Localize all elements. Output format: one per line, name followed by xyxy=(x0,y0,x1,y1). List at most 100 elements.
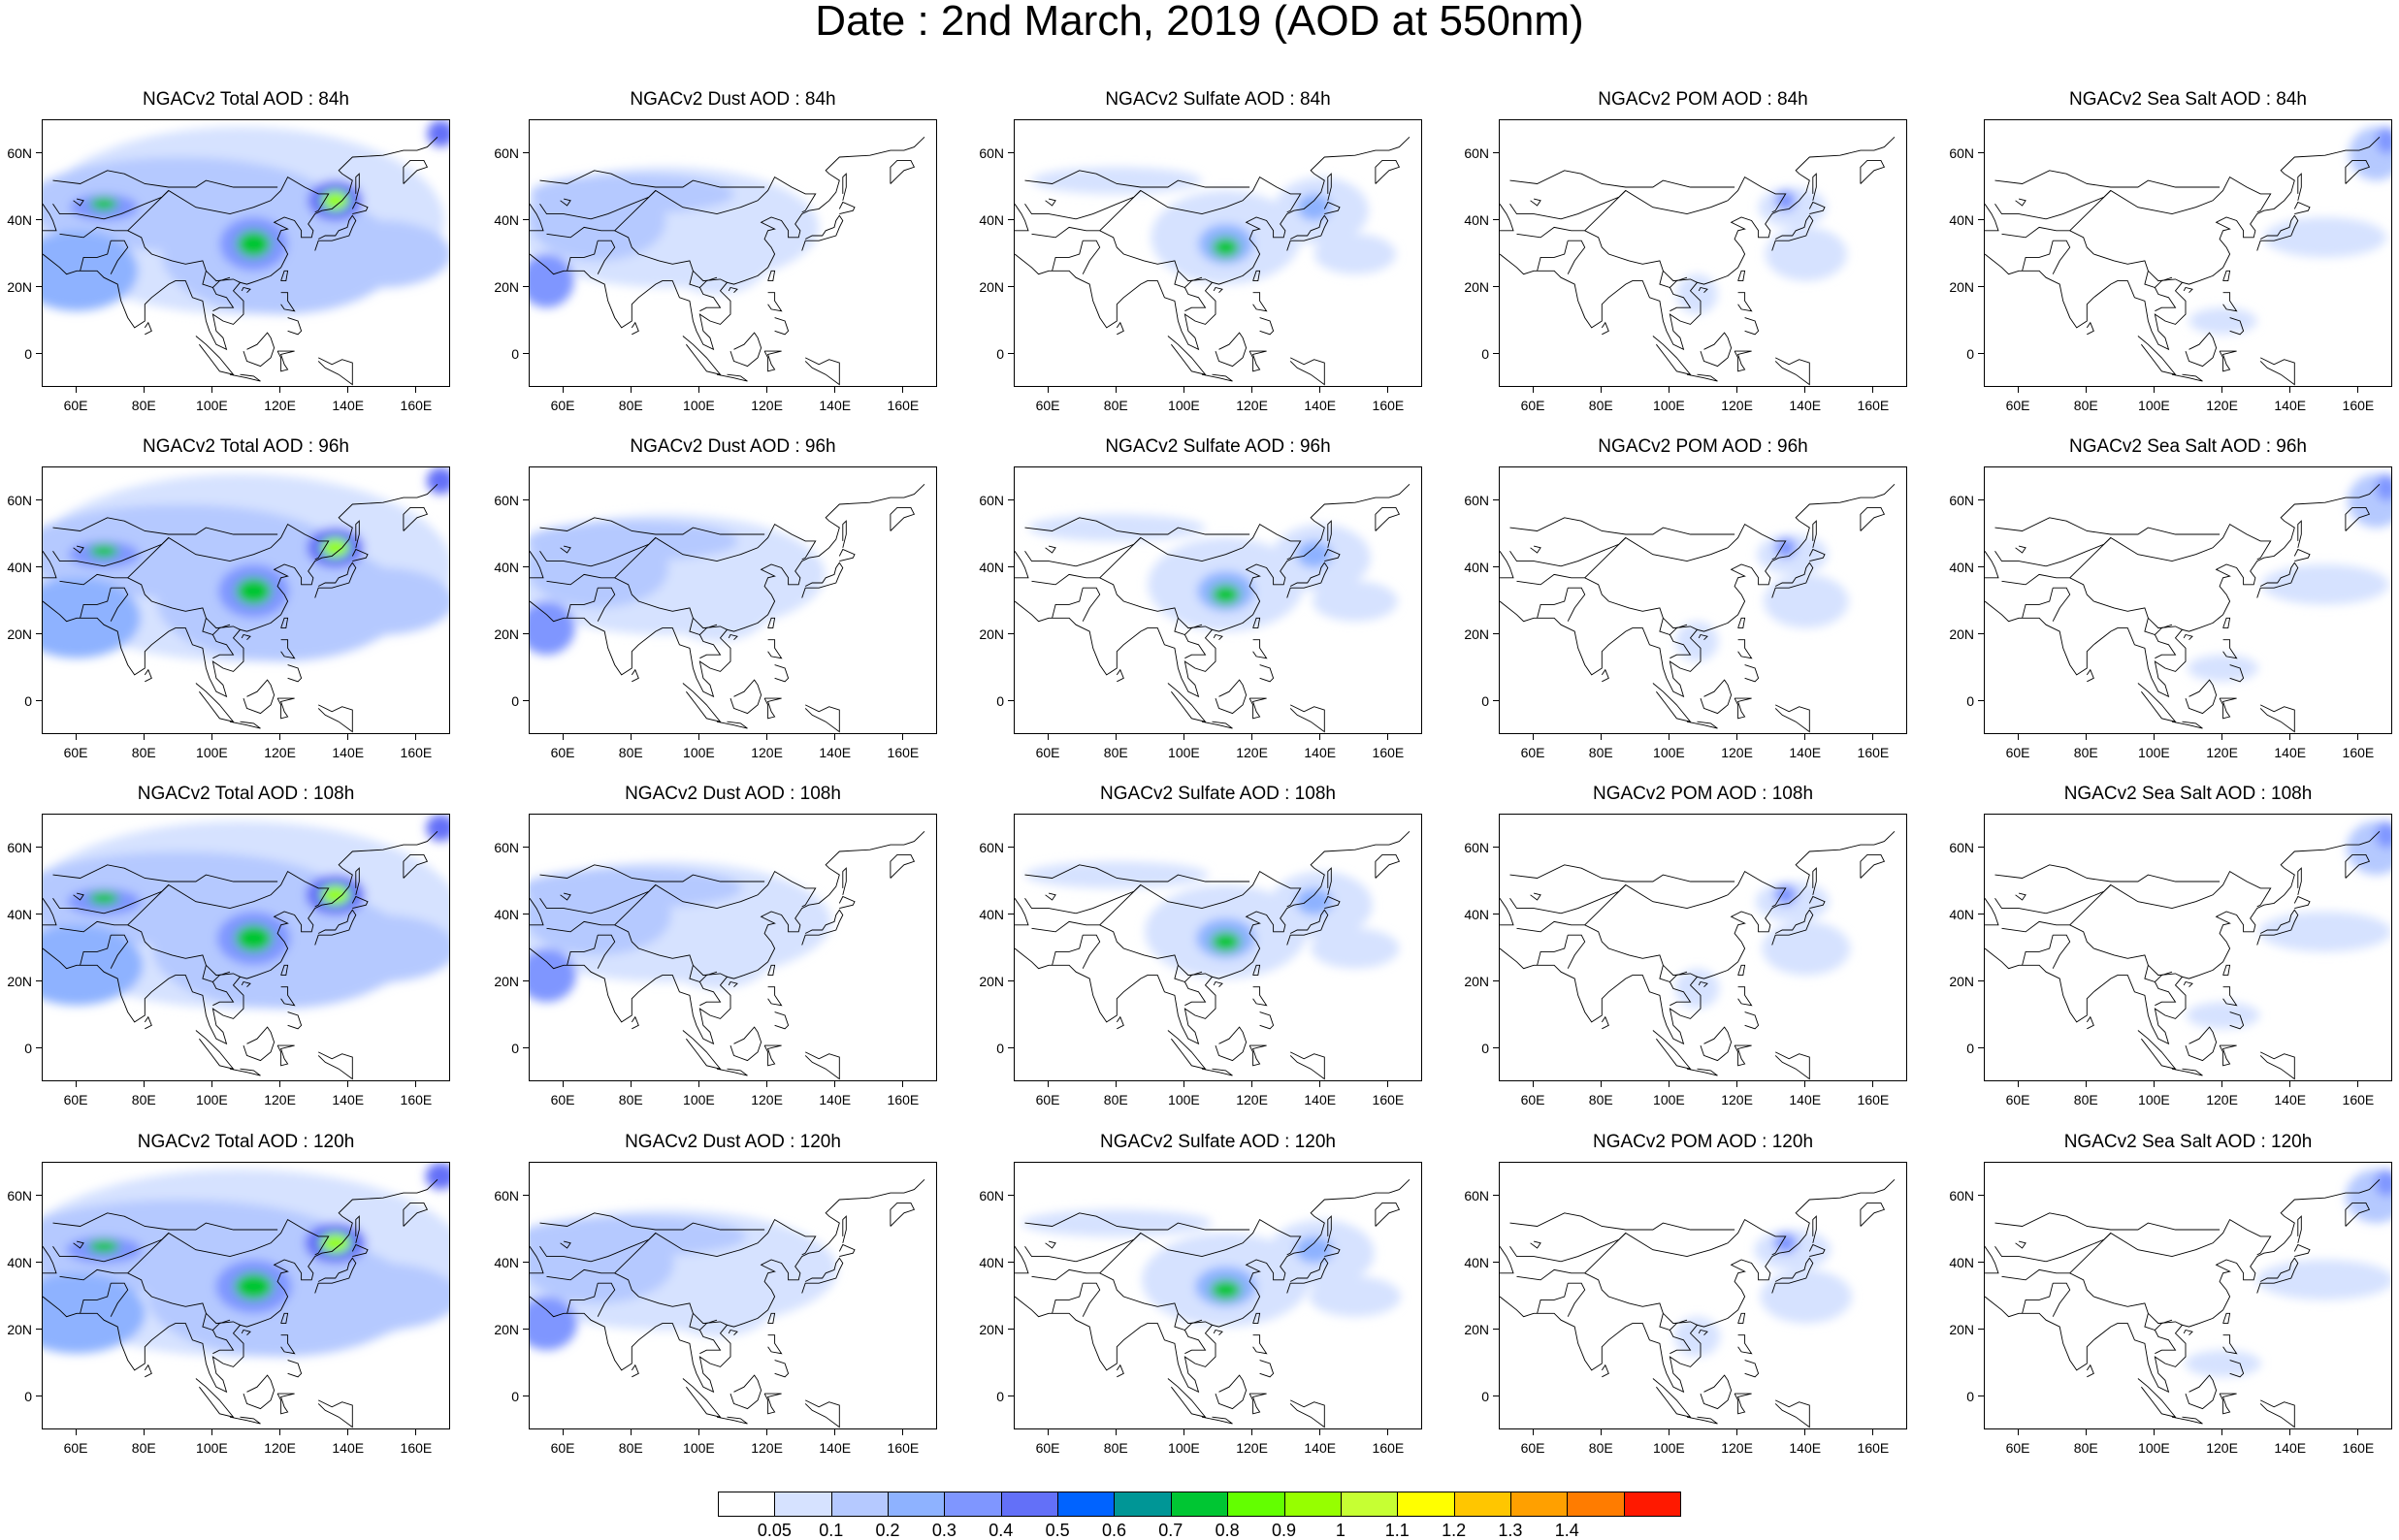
lon-tick-label: 160E xyxy=(2342,398,2375,413)
coastline xyxy=(842,867,847,895)
lon-tick xyxy=(1532,734,1534,740)
lon-tick-label: 140E xyxy=(332,1440,365,1456)
coastline xyxy=(314,214,357,251)
map-panel xyxy=(1014,1162,1422,1429)
lat-tick-label: 0 xyxy=(996,1388,1004,1404)
lon-tick xyxy=(2357,1081,2359,1087)
coastline xyxy=(2219,350,2237,372)
map-panel xyxy=(1014,119,1422,387)
lon-tick-label: 120E xyxy=(264,398,296,413)
coastline xyxy=(1985,136,2381,351)
coastline xyxy=(1537,935,1569,966)
lat-tick-label: 0 xyxy=(511,345,519,362)
lon-tick-label: 100E xyxy=(196,1440,228,1456)
coastline xyxy=(2256,214,2299,251)
lon-tick-label: 100E xyxy=(2138,745,2170,760)
coastline xyxy=(351,201,369,215)
panel-title: NGACv2 Sulfate AOD : 84h xyxy=(1105,89,1331,110)
lat-tick xyxy=(1493,566,1499,567)
coastline xyxy=(59,920,241,978)
coastline xyxy=(1812,173,1817,201)
lat-tick-label: 60N xyxy=(979,1187,1004,1203)
coastline xyxy=(698,981,722,1007)
lon-tick-label: 160E xyxy=(1857,1440,1890,1456)
aod-field xyxy=(1015,830,1410,1080)
coastline xyxy=(2137,336,2177,375)
lat-tick xyxy=(1978,1047,1984,1048)
map-panel xyxy=(1014,814,1422,1081)
lon-tick-label: 60E xyxy=(1035,1092,1060,1107)
coastline xyxy=(1215,1026,1248,1062)
lon-tick-label: 140E xyxy=(819,398,852,413)
coastline xyxy=(767,1334,783,1355)
map-panel xyxy=(1984,466,2392,734)
coastline xyxy=(1994,170,2221,188)
coastline xyxy=(1099,523,1302,579)
coastline xyxy=(2229,664,2245,683)
coastline xyxy=(2015,892,2026,901)
colorbar-swatch xyxy=(888,1492,946,1517)
lon-tick-label: 80E xyxy=(131,1440,156,1456)
coastline xyxy=(59,573,241,630)
coastline xyxy=(314,1257,357,1294)
coastline xyxy=(1183,287,1207,312)
coastline xyxy=(2022,935,2054,966)
coastline xyxy=(560,545,571,554)
lat-tick-label: 60N xyxy=(494,144,519,161)
lon-tick-label: 160E xyxy=(2342,1092,2375,1107)
coastline xyxy=(317,704,353,733)
lon-tick xyxy=(1047,734,1049,740)
lat-tick xyxy=(1008,633,1014,634)
aod-field xyxy=(1500,830,1896,1080)
lon-tick xyxy=(75,734,77,740)
lat-tick-label: 60N xyxy=(1464,144,1489,161)
lon-tick-label: 120E xyxy=(264,745,296,760)
lon-tick-label: 60E xyxy=(550,745,575,760)
lon-tick xyxy=(1251,1429,1253,1435)
coastline xyxy=(1252,292,1268,312)
aod-field xyxy=(1985,1169,2391,1428)
colorbar-swatch xyxy=(1509,1492,1569,1517)
lon-tick-label: 140E xyxy=(1304,745,1337,760)
lon-tick xyxy=(347,387,349,393)
lon-tick xyxy=(1872,387,1874,393)
lat-tick xyxy=(523,1047,529,1048)
lat-tick-label: 0 xyxy=(996,345,1004,362)
coastline xyxy=(110,240,129,274)
coastline xyxy=(597,1282,616,1317)
aod-field xyxy=(1500,136,1896,386)
coastline xyxy=(2144,965,2173,983)
lat-tick xyxy=(36,499,42,500)
coastline xyxy=(1082,934,1101,969)
lat-tick xyxy=(1008,219,1014,220)
coastline xyxy=(1601,321,1609,336)
lat-tick-label: 0 xyxy=(1966,1040,1974,1056)
coastline xyxy=(774,664,790,683)
coastline xyxy=(716,1416,748,1425)
lon-tick xyxy=(2153,1081,2155,1087)
lon-tick xyxy=(1872,1429,1874,1435)
coastline xyxy=(1734,697,1752,720)
coastline xyxy=(2052,1282,2071,1317)
coastline xyxy=(530,483,925,698)
coastline xyxy=(1686,1416,1718,1425)
lon-tick-label: 140E xyxy=(2274,1092,2307,1107)
lon-tick xyxy=(1387,1429,1389,1435)
coastline xyxy=(317,1051,353,1080)
lon-tick-label: 80E xyxy=(618,398,643,413)
coastline xyxy=(2293,1243,2311,1258)
lon-tick-label: 80E xyxy=(131,1092,156,1107)
map-panel xyxy=(529,119,937,387)
coastline xyxy=(1994,517,2221,535)
colorbar-swatch xyxy=(1114,1492,1172,1517)
coastline xyxy=(1201,721,1233,729)
coastline xyxy=(211,287,235,312)
coastline xyxy=(59,1268,241,1326)
coastline xyxy=(280,617,289,629)
coastline xyxy=(1052,935,1084,966)
coastline xyxy=(729,1026,762,1062)
lat-tick xyxy=(36,847,42,848)
coastline xyxy=(774,1360,790,1378)
coastline xyxy=(2229,1360,2245,1378)
lon-tick-label: 100E xyxy=(683,1440,715,1456)
